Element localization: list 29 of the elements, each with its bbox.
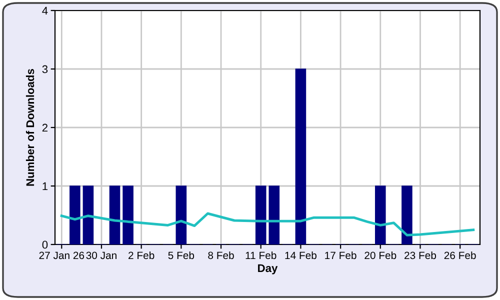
x-tick-label: 2 Feb bbox=[128, 251, 154, 260]
x-axis-title: Day bbox=[258, 264, 278, 274]
x-tick-label: 27 Jan 26 bbox=[39, 252, 84, 260]
bar bbox=[374, 186, 386, 244]
bar bbox=[255, 186, 266, 244]
x-tick-label: 11 Feb bbox=[246, 251, 276, 260]
y-tick-label: 2 bbox=[42, 124, 48, 132]
x-tick-label: 14 Feb bbox=[285, 251, 316, 260]
y-tick-label: 1 bbox=[42, 182, 48, 190]
y-tick-label: 4 bbox=[42, 6, 48, 15]
x-tick-label: 5 Feb bbox=[168, 251, 194, 260]
bar bbox=[82, 186, 94, 244]
x-tick-label: 23 Feb bbox=[404, 251, 436, 260]
bar bbox=[109, 186, 120, 244]
x-tick-label: 17 Feb bbox=[325, 251, 356, 260]
x-tick-label: 30 Jan bbox=[86, 252, 116, 260]
bar bbox=[176, 186, 187, 244]
x-tick-label: 20 Feb bbox=[364, 251, 396, 260]
y-tick-label: 0 bbox=[42, 240, 48, 249]
y-tick-label: 3 bbox=[42, 65, 48, 74]
y-axis-title: Number of Downloads bbox=[26, 69, 34, 186]
bar bbox=[295, 68, 306, 244]
line-series bbox=[60, 212, 475, 236]
bar bbox=[70, 186, 80, 244]
bar bbox=[122, 186, 134, 244]
bar bbox=[402, 186, 412, 244]
bar bbox=[268, 186, 280, 244]
x-tick-label: 8 Feb bbox=[208, 251, 234, 260]
x-tick-label: 26 Feb bbox=[444, 251, 476, 260]
